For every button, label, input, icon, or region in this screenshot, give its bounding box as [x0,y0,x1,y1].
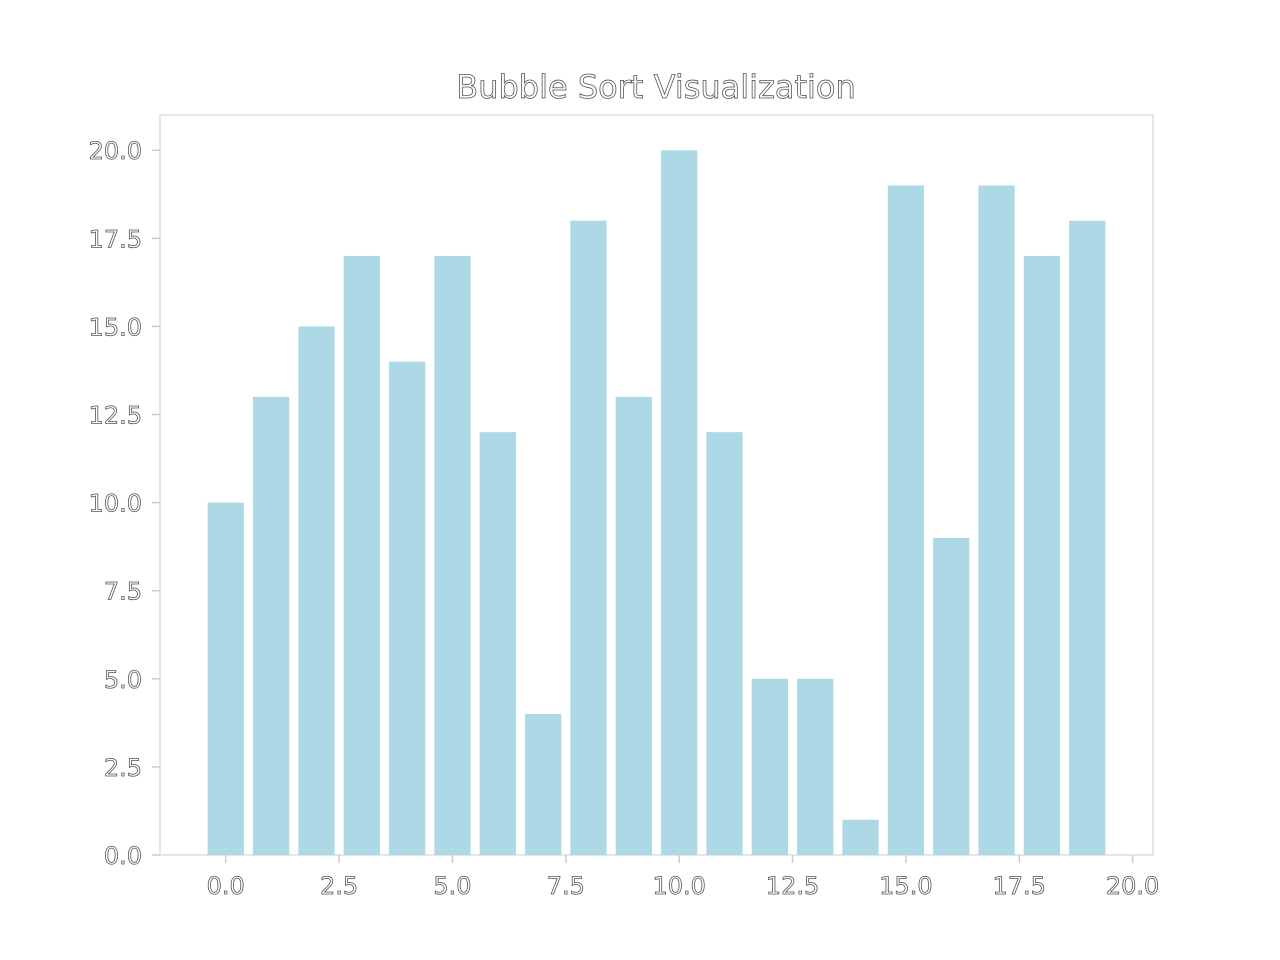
bar [887,185,925,855]
bar [479,432,516,855]
x-axis: 0.0 2.5 5.0 7.5 10.0 12.5 15.0 17.5 20.0 [206,855,1160,900]
bar [434,255,471,855]
y-tick-label: 0.0 [104,842,142,870]
bar [751,678,788,855]
bar [933,537,970,855]
y-tick-label: 2.5 [104,754,142,782]
x-tick-label: 10.0 [652,872,705,900]
bar [298,326,335,855]
bar [797,678,834,855]
bar [706,432,743,855]
x-tick-label: 7.5 [547,872,585,900]
bar [388,361,426,855]
y-tick-label: 12.5 [89,402,142,430]
bar [570,220,607,855]
y-tick-label: 7.5 [104,578,142,606]
y-axis: 0.0 2.5 5.0 7.5 10.0 12.5 15.0 17.5 20.0 [88,137,160,870]
bar [615,396,652,855]
x-tick-label: 2.5 [320,872,358,900]
bar [525,714,562,855]
bar [978,185,1015,855]
y-tick-label: 5.0 [104,666,142,694]
bar [343,255,380,855]
x-tick-label: 0.0 [207,872,245,900]
x-tick-label: 17.5 [993,872,1046,900]
plot-area-frame [159,114,1154,856]
y-tick-label: 20.0 [89,137,142,165]
bar [661,150,698,855]
y-tick-label: 10.0 [89,490,142,518]
bar [1023,255,1061,855]
bar [842,819,879,855]
y-tick-label: 15.0 [89,313,142,341]
bar [252,396,290,855]
bar [207,502,244,855]
x-tick-label: 5.0 [433,872,471,900]
chart-title: Bubble Sort Visualization [456,68,856,106]
y-tick-label: 17.5 [89,225,142,253]
x-tick-label: 12.5 [766,872,819,900]
x-tick-label: 20.0 [1106,872,1159,900]
bars-group [207,150,1106,855]
x-tick-label: 15.0 [879,872,932,900]
bar [1069,220,1106,855]
